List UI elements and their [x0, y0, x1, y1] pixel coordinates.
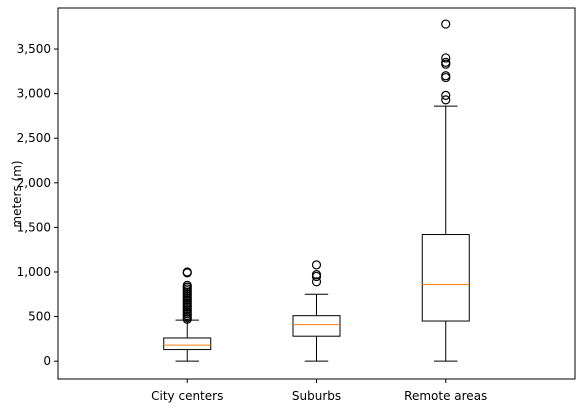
- y-tick-label: 3,000: [17, 87, 51, 101]
- y-tick-label: 3,500: [17, 42, 51, 56]
- plot-area: [58, 8, 575, 379]
- y-tick-label: 2,500: [17, 131, 51, 145]
- y-axis-label: meters (m): [10, 160, 24, 227]
- x-tick-label: City centers: [151, 389, 223, 403]
- x-tick-label: Suburbs: [292, 389, 341, 403]
- x-tick-label: Remote areas: [404, 389, 487, 403]
- y-tick-label: 0: [43, 354, 51, 368]
- x-axis: City centers Suburbs Remote areas: [151, 379, 487, 403]
- y-tick-label: 1,000: [17, 265, 51, 279]
- y-tick-label: 500: [28, 310, 51, 324]
